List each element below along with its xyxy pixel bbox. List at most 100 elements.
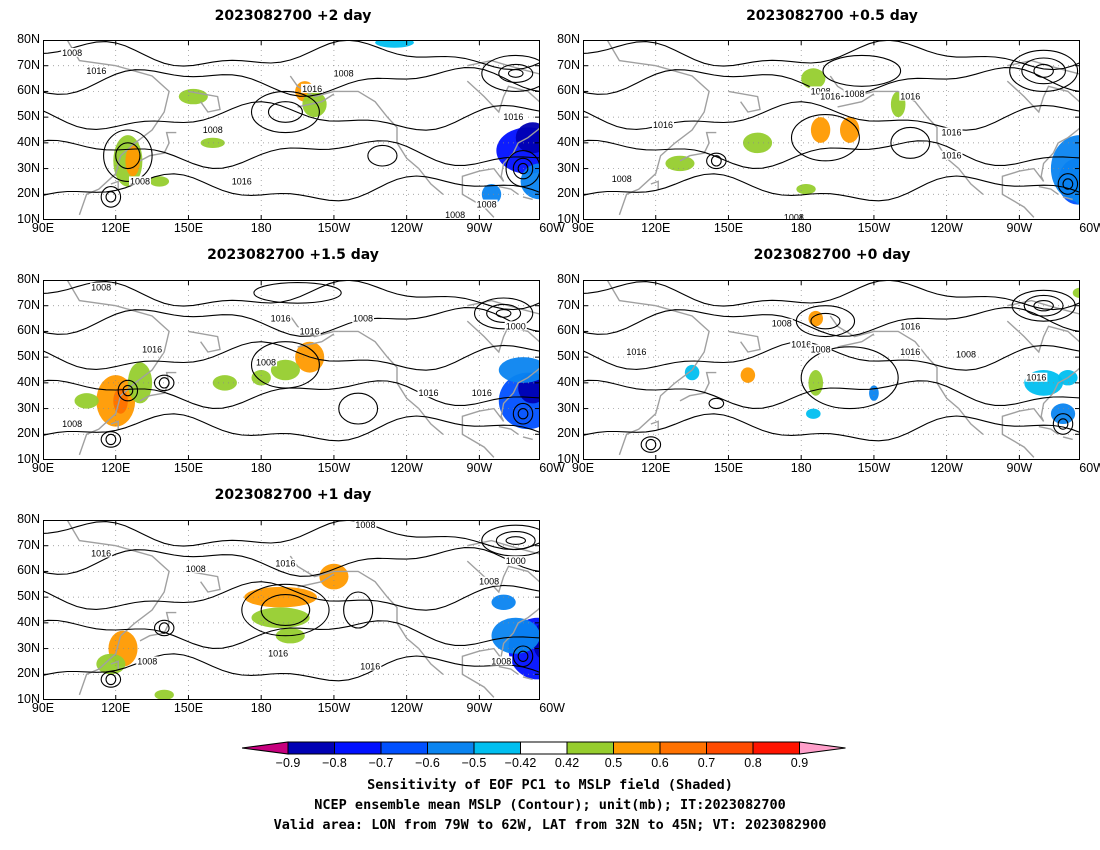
isobar-line [583,341,1080,371]
isobar-line [43,581,540,611]
colorbar-label: −0.5 [461,756,487,770]
isobar-labels: 1008101610081016101610161016100810001008 [610,86,963,220]
isobar-label-bg [90,548,113,558]
isobar-line [43,619,540,649]
coastline [297,93,335,108]
isobar-closed-contour [100,671,122,688]
longitude-label: 120E [101,461,131,475]
longitude-label: 90E [31,461,55,475]
shaded-region [244,586,317,608]
isobar-closed-contour [367,144,398,167]
shaded-region [96,653,126,675]
latitude-label: 10N [17,212,40,226]
coastline [606,280,710,456]
isobar-label: 1016 [418,388,438,398]
isobar-label-bg [274,558,297,568]
coastline [1062,196,1073,201]
isobar-label: 1008 [479,577,499,587]
colorbar-segment [380,741,428,755]
coastline [461,560,540,698]
isobar-line [43,173,540,202]
map-panel-0day: 100810161008101610161008101610161000 [583,280,1080,460]
shaded-region [375,40,414,48]
coastline [837,333,875,348]
isobar-closed-contour [105,433,117,446]
isobar-label-bg [504,556,527,566]
longitude-label: 150W [317,461,351,475]
longitude-label: 180 [250,221,272,235]
isobar-closed-contour [706,152,727,170]
coastline [1038,425,1059,435]
coastline [467,539,540,555]
isobar-label: 1000 [506,556,526,566]
shaded-region [200,137,225,148]
isobar-line [43,40,540,71]
longitude-label: 90W [1006,221,1033,235]
isobar-label: 1016 [86,66,106,76]
shaded-region [808,370,824,396]
isobar-label: 1008 [956,350,976,360]
longitude-label: 120E [641,221,671,235]
isobar-closed-contour [495,309,512,318]
isobar-label: 1008 [811,86,831,96]
isobar-label-bg [354,520,377,530]
isobar-line [583,173,1080,202]
shaded-region [154,689,174,700]
isobar-closed-contour [512,645,534,668]
isobar-closed-contour [505,536,527,545]
longitude-label: 120W [390,701,423,715]
isobar-closed-contour [800,346,899,410]
latitude-label: 20N [557,426,580,441]
isobar-contours [583,40,1080,202]
coastline [728,330,761,353]
panel-title-2day: 2023082700 +2 day [214,8,372,24]
isobar-closed-contour [710,155,722,167]
map-canvas: 1008 1016 1008 1016 1008 1008 1016 1016 1008 1008 [43,40,540,220]
isobar-label: 1008 [811,344,831,354]
colorbar-label: 0.5 [604,756,623,770]
isobar-label-bg [790,339,813,349]
isobar-label-bg [444,209,467,219]
isobar-label: 1008 [445,210,465,220]
colorbar-segment [520,741,568,755]
isobar-label: 1000 [506,321,526,331]
longitude-label: 150W [857,461,891,475]
colorbar-segment [613,741,661,755]
longitude-label: 60W [539,221,565,235]
map-canvas: 1008101610081016100810001016101610161008… [43,520,540,700]
shaded-region [684,364,700,381]
isobar-label-bg [490,656,513,666]
coastline [188,90,221,113]
isobar-closed-contour [790,114,860,162]
shaded-region [869,385,879,401]
longitude-label: 180 [790,221,812,235]
coastline [498,425,519,435]
latitude-label: 80N [17,32,40,46]
grid-lines [43,40,540,220]
isobar-closed-contour [1033,300,1054,312]
coastline [650,180,659,190]
latitude-label: 80N [17,272,40,286]
colorbar-segment [752,741,800,755]
panel-title-1day: 2023082700 +1 day [214,487,372,503]
isobar-contours [43,520,540,688]
isobar-label: 1016 [503,112,523,122]
latitude-label: 70N [557,297,580,312]
coastline [679,371,717,402]
isobar-label: 1016 [91,548,111,558]
longitude-label: 150W [857,221,891,235]
latitude-label: 10N [17,452,40,466]
isobar-closed-contour [795,305,856,338]
colorbar-segment [334,741,382,755]
isobar-closed-contour [241,583,330,637]
isobar-label-bg [359,661,382,671]
colorbar-label: −0.6 [415,756,440,770]
isobar-label: 1008 [772,319,792,329]
isobar-label-bg [955,349,978,359]
caption-line-3: Valid area: LON from 79W to 62W, LAT fro… [273,817,827,833]
isobar-contours [43,280,540,448]
isobar-closed-contour [473,297,534,330]
isobar-label-bg [61,419,84,428]
coastline [522,676,533,681]
coastline [188,330,221,353]
